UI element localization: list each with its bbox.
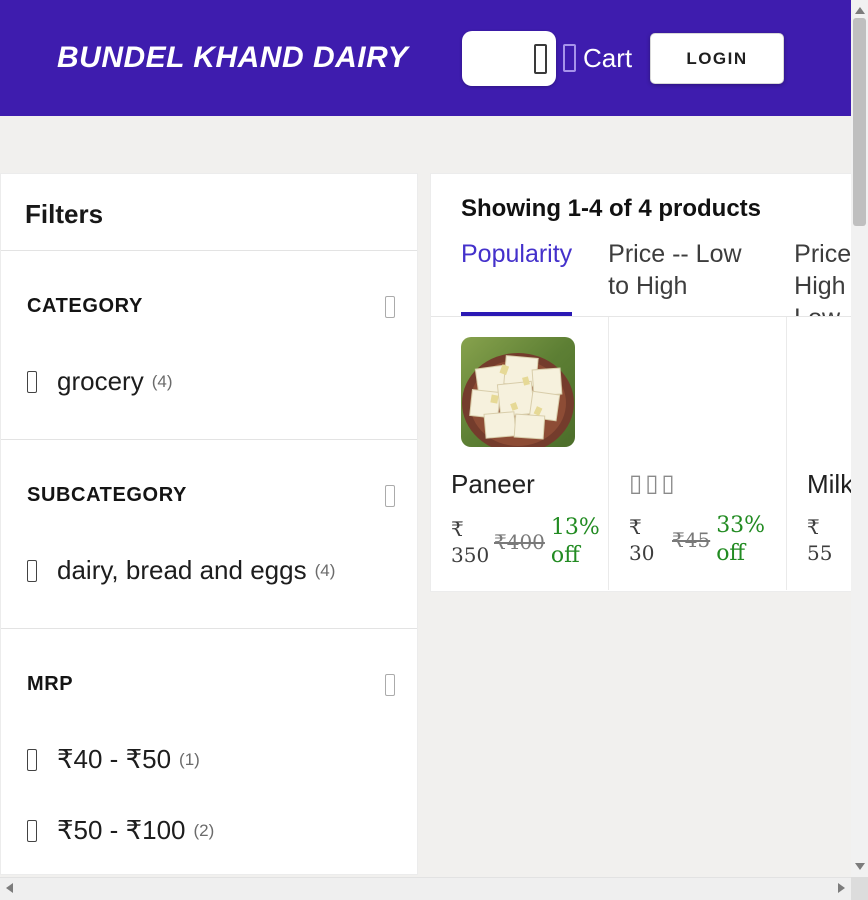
filters-sidebar: Filters CATEGORY grocery (4) SUBCATEGORY… [0, 173, 418, 875]
product-discount: 13% off [550, 515, 600, 568]
collapse-icon[interactable] [385, 295, 395, 318]
product-price: ₹ 55 [807, 515, 833, 565]
filters-title: Filters [25, 199, 104, 229]
product-card-milk[interactable]: Milk ₹ 55 [787, 317, 868, 590]
login-button[interactable]: LOGIN [650, 33, 784, 84]
product-grid: Paneer ₹ 350 ₹400 13% off ▯▯▯ ₹ 30 ₹45 3… [431, 317, 868, 590]
cart-label: Cart [583, 42, 633, 73]
tab-popularity[interactable]: Popularity [461, 238, 573, 316]
product-price: ₹ 350 [451, 516, 490, 567]
checkbox-icon[interactable] [27, 370, 37, 393]
filter-section-subcategory: SUBCATEGORY dairy, bread and eggs (4) [1, 484, 417, 586]
option-count: (4) [151, 371, 173, 391]
brand-logo: BUNDEL KHAND DAIRY [57, 41, 409, 74]
filter-section-mrp: MRP ₹40 - ₹50 (1) ₹50 - ₹100 (2) ₹300 - … [1, 673, 417, 874]
vertical-scrollbar[interactable] [851, 0, 868, 877]
checkbox-icon[interactable] [27, 819, 37, 842]
filter-option-dairy-bread-eggs[interactable]: dairy, bread and eggs (4) [27, 555, 395, 586]
filter-section-category: CATEGORY grocery (4) [1, 295, 417, 397]
scrollbar-corner [851, 877, 868, 900]
search-icon[interactable] [534, 43, 547, 74]
section-title-subcategory: SUBCATEGORY [27, 484, 187, 506]
tab-price-low-to-high[interactable]: Price -- Low to High [608, 240, 742, 300]
price-row: ₹ 350 ₹400 13% off [451, 514, 609, 569]
collapse-icon[interactable] [385, 484, 395, 507]
cart-button[interactable]: Cart [563, 40, 632, 76]
product-mrp: ₹45 [672, 527, 711, 552]
section-title-mrp: MRP [27, 673, 74, 695]
price-row: ₹ 30 ₹45 33% off [629, 512, 787, 567]
products-panel: Showing 1-4 of 4 products Popularity Pri… [430, 173, 868, 592]
product-image-placeholder [639, 337, 753, 447]
scroll-right-arrow-icon[interactable] [838, 883, 845, 893]
collapse-icon[interactable] [385, 673, 395, 696]
product-image [461, 337, 575, 447]
filter-option-mrp-50-100[interactable]: ₹50 - ₹100 (2) [27, 815, 395, 846]
cart-icon [563, 44, 576, 72]
checkbox-icon[interactable] [27, 559, 37, 582]
product-discount: 33% off [716, 513, 766, 566]
product-name: ▯▯▯ [629, 470, 678, 497]
option-count: (4) [314, 560, 336, 580]
vertical-scrollbar-thumb[interactable] [853, 18, 866, 226]
product-name: Milk [807, 469, 854, 499]
filter-option-grocery[interactable]: grocery (4) [27, 366, 395, 397]
option-count: (1) [179, 749, 200, 769]
product-card-2[interactable]: ▯▯▯ ₹ 30 ₹45 33% off [609, 317, 787, 590]
horizontal-scrollbar[interactable] [0, 877, 851, 900]
results-summary: Showing 1-4 of 4 products [461, 195, 762, 222]
option-count: (2) [193, 820, 215, 840]
price-row: ₹ 55 [807, 514, 868, 566]
app-header: BUNDEL KHAND DAIRY Cart LOGIN [0, 0, 868, 116]
divider [1, 439, 417, 440]
scroll-up-arrow-icon[interactable] [855, 7, 865, 14]
scroll-left-arrow-icon[interactable] [6, 883, 13, 893]
filter-option-mrp-40-50[interactable]: ₹40 - ₹50 (1) [27, 744, 395, 775]
divider [1, 628, 417, 629]
divider [1, 250, 417, 251]
section-title-category: CATEGORY [27, 295, 143, 317]
search-box[interactable] [462, 31, 556, 86]
scroll-down-arrow-icon[interactable] [855, 863, 865, 870]
sort-tabs: Popularity Price -- Low to High Price --… [431, 238, 868, 317]
product-name: Paneer [451, 469, 535, 499]
product-card-paneer[interactable]: Paneer ₹ 350 ₹400 13% off [431, 317, 609, 590]
checkbox-icon[interactable] [27, 748, 37, 771]
product-price: ₹ 30 [629, 514, 655, 565]
product-mrp: ₹400 [494, 529, 545, 554]
search-input[interactable] [470, 48, 534, 69]
